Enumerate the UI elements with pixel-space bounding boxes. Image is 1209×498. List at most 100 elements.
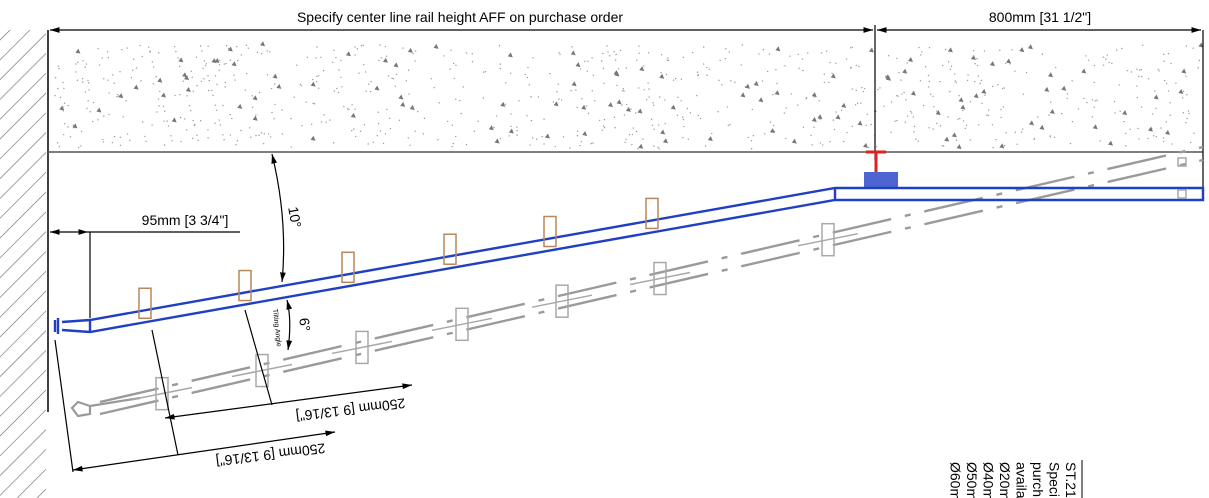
speckle (711, 132, 713, 135)
speckle (296, 64, 298, 66)
speckle (582, 131, 588, 137)
speckle (584, 60, 586, 62)
speckle (380, 57, 383, 59)
speckle (281, 109, 283, 111)
speckle (1086, 101, 1088, 104)
dim-line (164, 383, 413, 420)
speckle (858, 65, 860, 68)
speckle (625, 106, 631, 112)
dim-text: 250mm [9 13/16"] (215, 440, 326, 469)
speckle (992, 85, 994, 88)
speckle (902, 68, 908, 74)
dim-text: 800mm [31 1/2"] (989, 9, 1091, 25)
speckle (367, 143, 369, 145)
speckle (113, 135, 116, 138)
speckle (63, 87, 65, 90)
speckle (829, 140, 831, 143)
speckle (849, 47, 852, 49)
speckle (1155, 136, 1158, 138)
speckle (269, 51, 271, 53)
speckle (603, 119, 606, 121)
speckle (101, 57, 103, 59)
speckle (1165, 82, 1168, 85)
speckle (240, 129, 242, 132)
speckle (1022, 93, 1024, 95)
speckle (1185, 75, 1187, 78)
speckle (379, 130, 382, 132)
speckle (250, 136, 252, 138)
gray-clamp-arm (531, 294, 593, 308)
speckle (973, 93, 979, 99)
speckle (581, 104, 587, 110)
speckle (580, 140, 583, 143)
speckle (460, 112, 462, 115)
speckle (1108, 61, 1110, 64)
speckle (530, 119, 533, 122)
speckle (207, 137, 209, 139)
speckle (407, 47, 413, 53)
speckle (530, 96, 532, 98)
speckle (337, 91, 340, 94)
speckle (471, 61, 474, 63)
speckle (408, 93, 410, 95)
speckle (594, 100, 596, 102)
speckle (831, 72, 833, 75)
speckle (76, 79, 79, 82)
speckle (726, 106, 729, 108)
speckle (222, 134, 224, 136)
speckle (484, 70, 487, 73)
speckle (345, 51, 351, 57)
speckle (976, 64, 979, 67)
speckle (236, 140, 239, 142)
speckle (273, 118, 275, 120)
speckle (247, 47, 250, 49)
speckle (638, 143, 644, 149)
speckle (569, 147, 571, 149)
speckle (958, 97, 964, 103)
speckle (769, 128, 775, 134)
speckle (1050, 101, 1052, 103)
speckle (258, 134, 260, 137)
speckle (559, 53, 561, 56)
speckle (1115, 49, 1118, 51)
speckle (840, 109, 843, 112)
speckle (116, 96, 118, 98)
speckle (1069, 142, 1072, 145)
speckle (414, 130, 416, 132)
speckle (928, 127, 930, 129)
speckle (747, 136, 749, 139)
speckle (398, 94, 404, 100)
speckle (920, 54, 922, 56)
speckle (741, 44, 744, 46)
speckle (353, 128, 355, 130)
speckle (898, 72, 900, 74)
speckle (92, 120, 94, 123)
speckle (1190, 141, 1192, 144)
speckle (1162, 137, 1165, 139)
speckle (274, 103, 276, 106)
speckle (329, 119, 331, 121)
speckle (407, 69, 410, 71)
speckle (969, 101, 972, 103)
speckle (1041, 53, 1044, 55)
speckle (382, 57, 388, 63)
speckle (768, 53, 771, 55)
speckle (586, 105, 588, 107)
speckle (939, 125, 942, 127)
tilted-rail (99, 145, 1204, 404)
speckle (855, 64, 857, 67)
speckle (516, 134, 518, 136)
speckle (1108, 140, 1114, 146)
speckle (674, 77, 677, 80)
speckle (531, 137, 534, 139)
speckle (141, 55, 143, 58)
speckle (1147, 137, 1149, 140)
speckle (389, 127, 392, 130)
speckle (1175, 82, 1177, 84)
speckle (586, 70, 589, 72)
speckle (622, 87, 625, 90)
speckle (1153, 94, 1159, 100)
speckle (1039, 124, 1045, 130)
speckle (797, 53, 799, 56)
speckle (178, 65, 181, 68)
